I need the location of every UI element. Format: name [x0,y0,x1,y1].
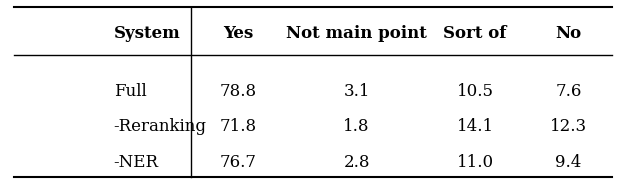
Text: 76.7: 76.7 [220,154,257,171]
Text: 12.3: 12.3 [550,118,587,135]
Text: No: No [555,25,582,42]
Text: Sort of: Sort of [443,25,506,42]
Text: 14.1: 14.1 [456,118,493,135]
Text: Full: Full [113,82,146,100]
Text: Yes: Yes [223,25,254,42]
Text: 9.4: 9.4 [555,154,582,171]
Text: 10.5: 10.5 [456,82,493,100]
Text: 2.8: 2.8 [344,154,370,171]
Text: 3.1: 3.1 [344,82,370,100]
Text: 78.8: 78.8 [220,82,257,100]
Text: Not main point: Not main point [286,25,427,42]
Text: System: System [113,25,180,42]
Text: -Reranking: -Reranking [113,118,207,135]
Text: 71.8: 71.8 [220,118,257,135]
Text: 11.0: 11.0 [456,154,493,171]
Text: -NER: -NER [113,154,158,171]
Text: 1.8: 1.8 [344,118,370,135]
Text: 7.6: 7.6 [555,82,582,100]
